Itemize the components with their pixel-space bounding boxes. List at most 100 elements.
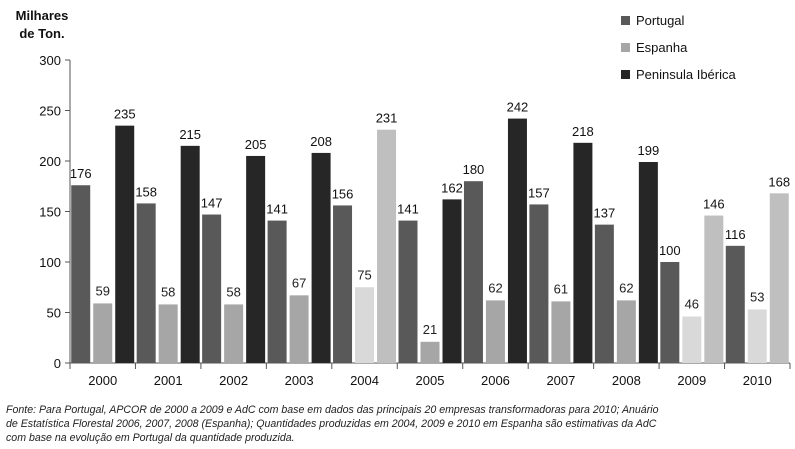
x-tick-label: 2007 xyxy=(546,373,575,388)
bar-peninsula-ibérica xyxy=(442,199,462,363)
source-note: Fonte: Para Portugal, APCOR de 2000 a 20… xyxy=(6,403,791,445)
data-label: 53 xyxy=(750,289,764,304)
legend-swatch xyxy=(621,16,630,25)
data-label: 162 xyxy=(441,180,463,195)
bar-portugal xyxy=(202,214,222,363)
legend-swatch xyxy=(621,43,630,52)
bar-peninsula-ibérica xyxy=(769,193,789,363)
x-tick-label: 2009 xyxy=(677,373,706,388)
bar-espanha xyxy=(158,304,178,363)
y-axis-label-line: de Ton. xyxy=(19,26,64,41)
data-label: 67 xyxy=(292,275,306,290)
data-label: 100 xyxy=(659,243,681,258)
data-label: 231 xyxy=(376,111,398,126)
data-label: 157 xyxy=(528,185,550,200)
data-label: 116 xyxy=(725,227,746,242)
bar-portugal xyxy=(267,220,287,363)
data-label: 205 xyxy=(245,137,267,152)
bar-peninsula-ibérica xyxy=(180,145,200,363)
x-tick-label: 2003 xyxy=(285,373,314,388)
bar-peninsula-ibérica xyxy=(246,155,266,363)
data-label: 137 xyxy=(594,206,616,221)
x-tick-label: 2005 xyxy=(416,373,445,388)
bar-peninsula-ibérica xyxy=(507,118,527,363)
data-label: 58 xyxy=(226,284,240,299)
bar-peninsula-ibérica xyxy=(377,129,397,363)
bar-peninsula-ibérica xyxy=(704,215,724,363)
bar-espanha xyxy=(616,300,636,363)
data-label: 242 xyxy=(507,100,529,115)
y-axis-label-line: Milhares xyxy=(16,8,69,23)
y-tick-label: 50 xyxy=(47,306,61,321)
data-label: 62 xyxy=(488,280,502,295)
data-label: 158 xyxy=(135,184,157,199)
bars xyxy=(71,118,789,364)
bar-espanha xyxy=(289,295,309,363)
x-tick-label: 2008 xyxy=(612,373,641,388)
data-label: 199 xyxy=(638,143,660,158)
bar-portugal xyxy=(660,262,680,363)
data-label: 235 xyxy=(114,107,136,122)
data-label: 58 xyxy=(161,284,175,299)
y-tick-label: 300 xyxy=(39,53,61,68)
data-label: 61 xyxy=(554,281,568,296)
data-label: 59 xyxy=(95,283,109,298)
bar-espanha xyxy=(420,341,440,363)
data-label: 146 xyxy=(703,197,725,212)
bar-peninsula-ibérica xyxy=(638,162,658,363)
bar-portugal xyxy=(594,224,614,363)
y-tick-label: 250 xyxy=(39,104,61,119)
bar-portugal xyxy=(398,220,418,363)
x-axis: 2000 2001 2002 2003 2004 2005 2006 2007 2008 2009… xyxy=(69,362,791,388)
bar-espanha xyxy=(93,303,113,363)
bar-espanha xyxy=(682,316,702,363)
bar-portugal xyxy=(136,203,156,363)
bar-portugal xyxy=(529,204,549,363)
y-tick-label: 200 xyxy=(39,154,61,169)
data-label: 21 xyxy=(423,322,437,337)
data-label: 168 xyxy=(768,174,790,189)
legend-label: Portugal xyxy=(636,13,685,28)
x-tick-label: 2006 xyxy=(481,373,510,388)
data-label: 141 xyxy=(266,202,288,217)
x-tick-label: 2001 xyxy=(154,373,183,388)
bar-espanha xyxy=(224,304,244,363)
data-label: 62 xyxy=(619,280,633,295)
data-label: 215 xyxy=(179,127,201,142)
legend-swatch xyxy=(621,70,630,79)
bar-espanha xyxy=(485,300,505,363)
data-label: 141 xyxy=(397,202,419,217)
data-label: 46 xyxy=(685,297,699,312)
bar-portugal xyxy=(333,205,353,363)
data-label: 75 xyxy=(357,267,371,282)
data-label: 208 xyxy=(310,134,332,149)
bar-espanha xyxy=(355,287,375,363)
bar-espanha xyxy=(747,309,767,363)
x-tick-label: 2002 xyxy=(219,373,248,388)
bar-peninsula-ibérica xyxy=(115,125,135,364)
x-tick-label: 2000 xyxy=(88,373,117,388)
data-label: 180 xyxy=(463,162,485,177)
y-axis-label: Milhares de Ton. xyxy=(16,8,69,41)
data-label: 156 xyxy=(332,186,354,201)
y-tick-label: 150 xyxy=(39,205,61,220)
x-tick-label: 2004 xyxy=(350,373,379,388)
source-line-1: Fonte: Para Portugal, APCOR de 2000 a 20… xyxy=(6,404,659,416)
bar-portugal xyxy=(71,185,91,363)
legend-label: Peninsula Ibérica xyxy=(636,67,736,82)
bar-portugal xyxy=(463,181,483,363)
y-tick-label: 0 xyxy=(54,356,61,371)
y-tick-label: 100 xyxy=(39,255,61,270)
y-axis: 0 50 100 150 200 250 300 xyxy=(39,53,71,371)
bar-peninsula-ibérica xyxy=(311,152,331,363)
data-label: 147 xyxy=(201,196,223,211)
source-line-2: de Estatística Florestal 2006, 2007, 200… xyxy=(6,418,657,430)
bar-espanha xyxy=(551,301,571,363)
bar-portugal xyxy=(725,245,745,363)
data-labels: 176 59 235 158 58 215 147 58 205 141 67 208 156 75 231… xyxy=(70,100,790,337)
bar-peninsula-ibérica xyxy=(573,142,593,363)
data-label: 218 xyxy=(572,124,594,139)
data-label: 176 xyxy=(70,166,92,181)
legend: Portugal Espanha Peninsula Ibérica xyxy=(621,13,736,82)
